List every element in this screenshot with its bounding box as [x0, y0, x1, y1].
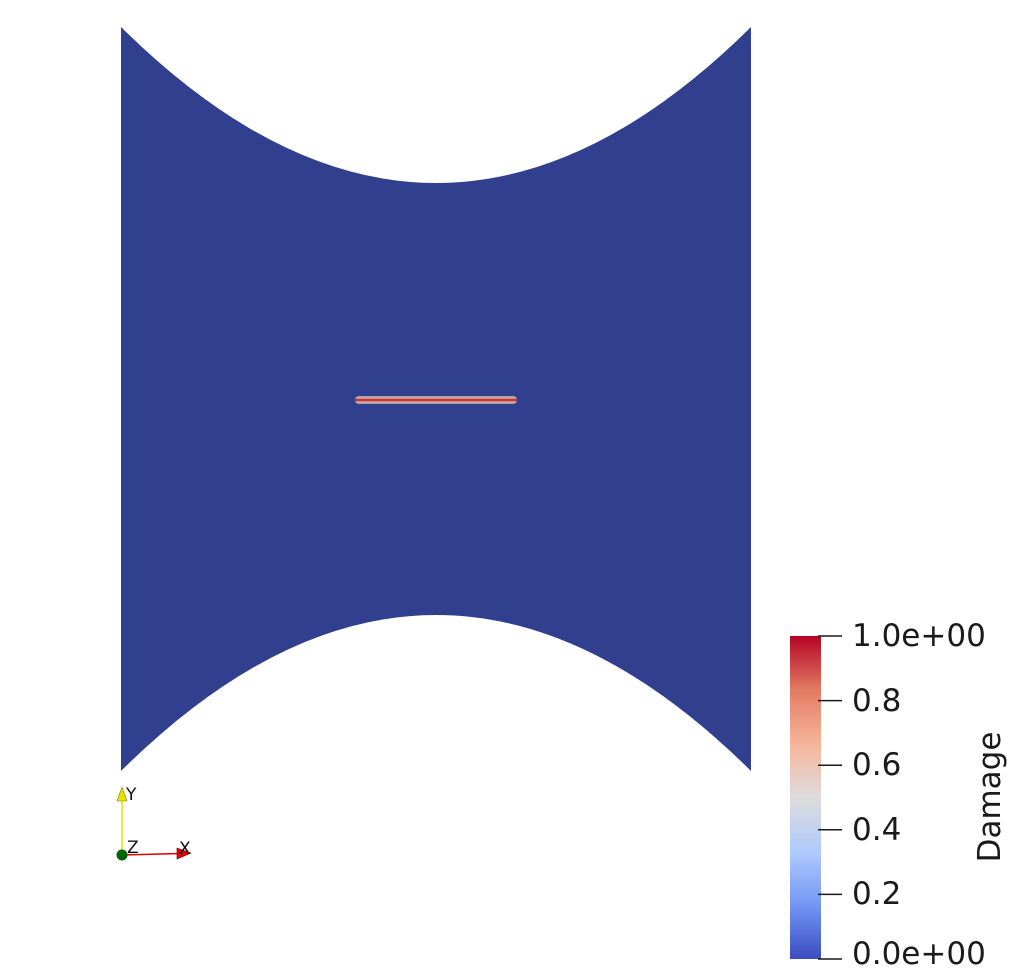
colorbar-ticks: [818, 635, 842, 960]
y-axis-arrow: [116, 786, 128, 802]
x-axis-line: [121, 852, 181, 856]
x-axis-arrow: [176, 847, 192, 860]
colorbar-tick-label-1: 1.0e+00: [852, 618, 986, 654]
colorbar-tick-label-0.8: 0.8: [852, 682, 902, 719]
colorbar-tick-label-0.2: 0.2: [852, 876, 902, 913]
orientation-axes: [116, 786, 192, 861]
colorbar-tick-label-0.6: 0.6: [852, 747, 902, 784]
colorbar-title: Damage: [972, 731, 1008, 863]
z-axis-label: Z: [127, 838, 139, 858]
crack: [355, 396, 517, 404]
colorbar-tick-label-0: 0.0e+00: [852, 936, 986, 972]
colorbar-gradient: [790, 636, 821, 959]
colorbar-tick-label-0.4: 0.4: [852, 811, 902, 848]
y-axis-label: Y: [126, 785, 137, 805]
x-axis-label: X: [179, 839, 191, 859]
z-axis-dot: [116, 849, 128, 861]
